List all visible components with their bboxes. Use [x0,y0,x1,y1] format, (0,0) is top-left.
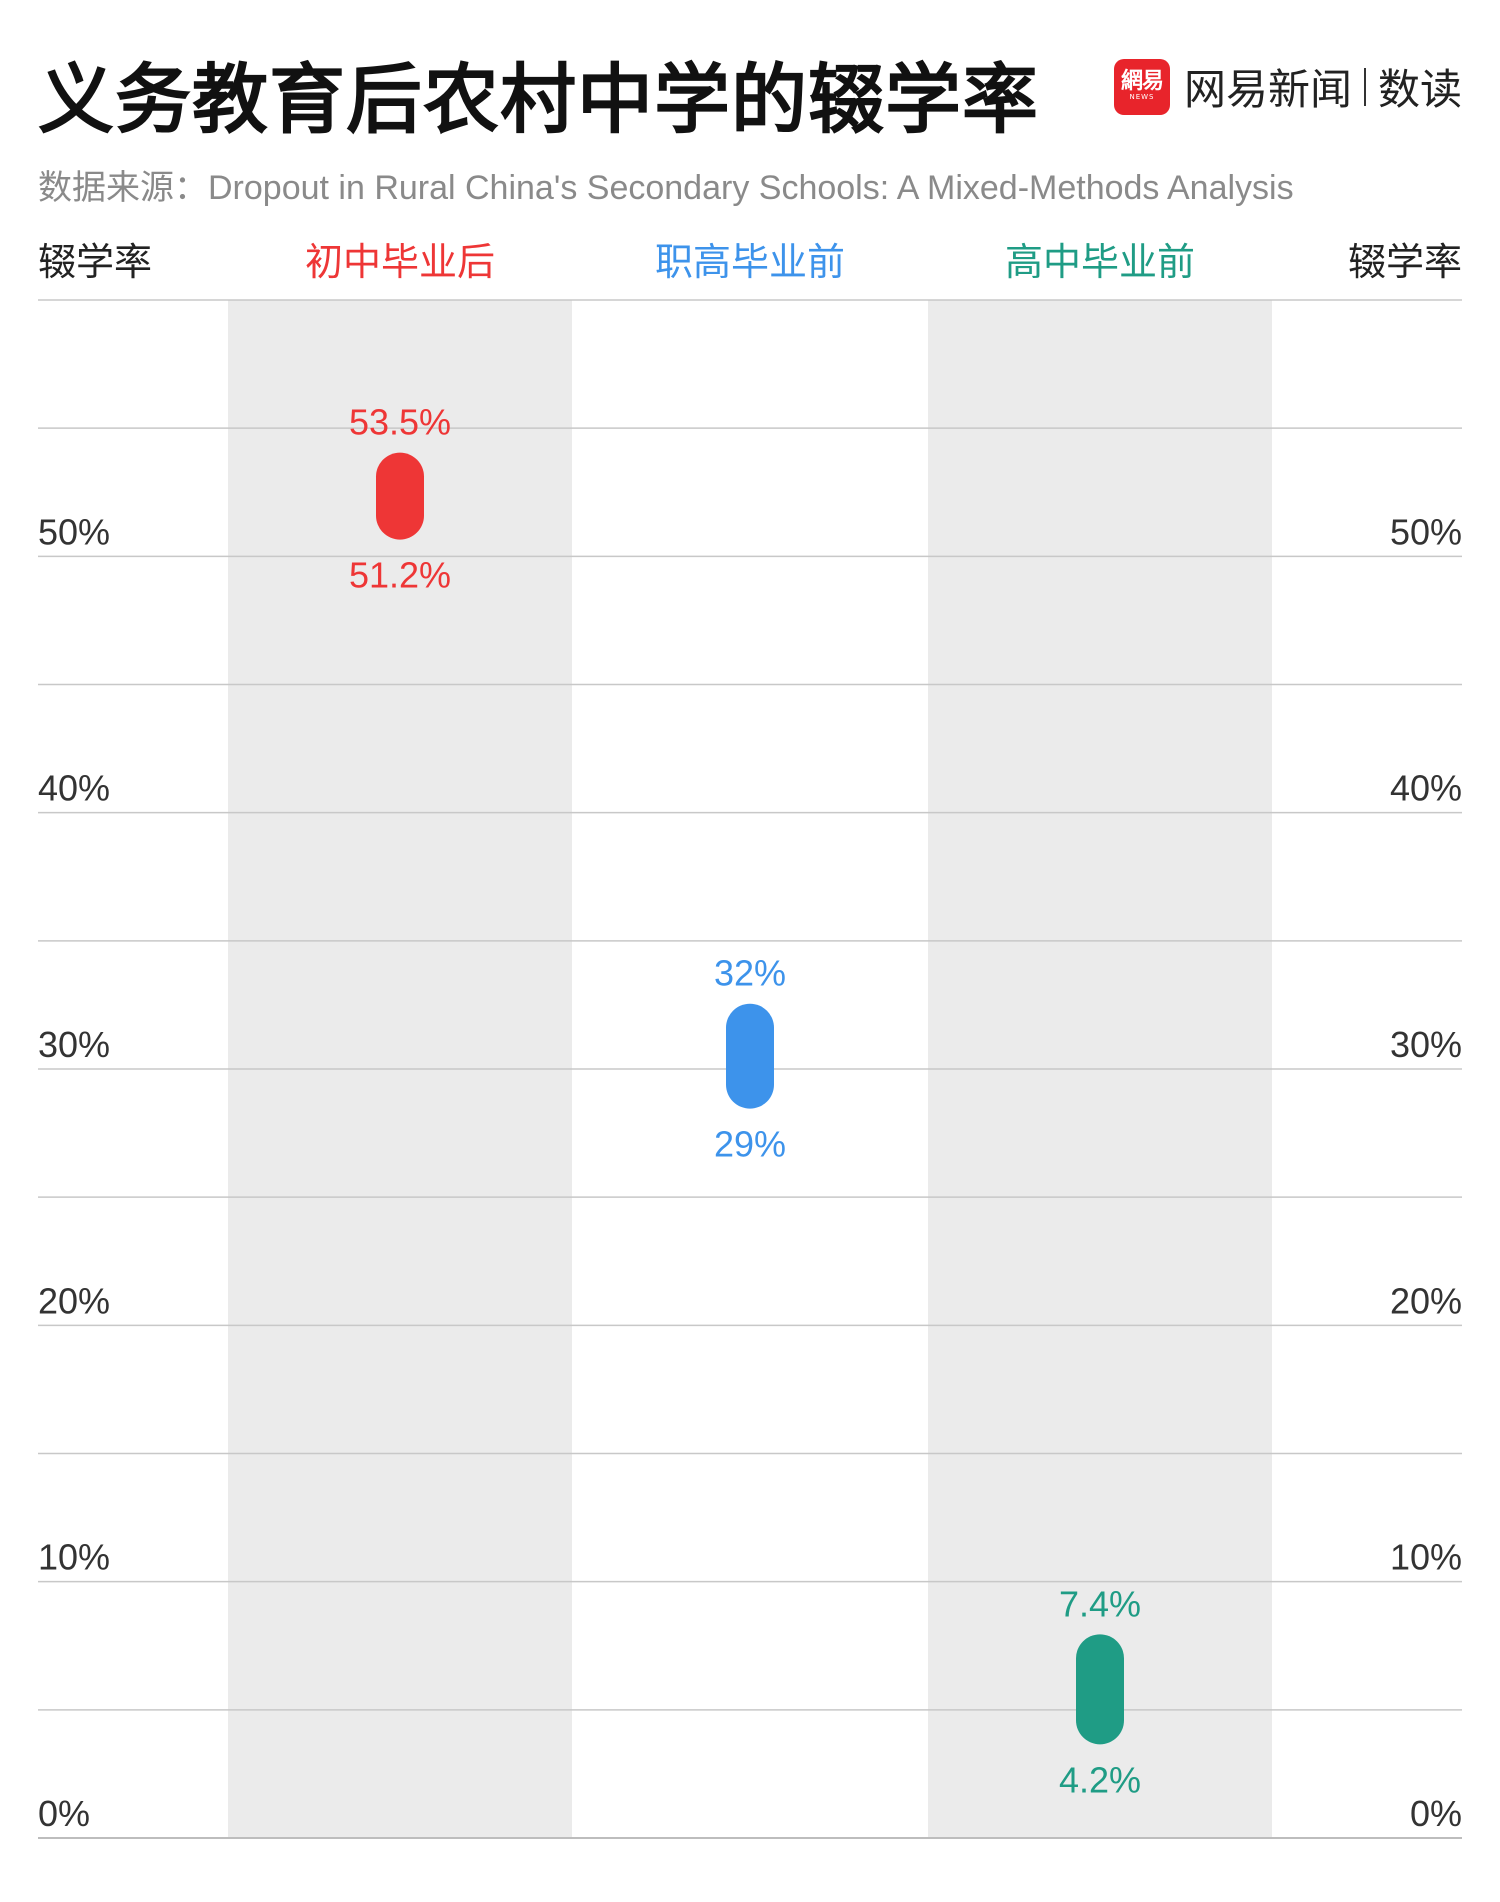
range-high-label: 7.4% [1059,1583,1141,1624]
range-low-label: 29% [714,1124,786,1165]
logo-badge-main: 網易 [1120,69,1164,94]
y-tick-label-left: 10% [38,1537,110,1578]
brand-divider [1363,67,1366,106]
y-tick-label-left: 30% [38,1024,110,1065]
y-tick-label-right: 40% [1390,768,1462,809]
y-axis-label-right: 辍学率 [1348,240,1462,284]
range-low-label: 4.2% [1059,1759,1141,1800]
y-tick-label-left: 50% [38,511,110,552]
brand-name: 网易新闻 [1183,65,1352,114]
y-tick-label-right: 50% [1390,511,1462,552]
y-tick-label-right: 20% [1390,1280,1462,1321]
netease-news-icon: 網易 NEWS [1113,58,1170,115]
y-tick-label-right: 10% [1390,1537,1462,1578]
range-marker [376,452,424,540]
data-source: 数据来源：Dropout in Rural China's Secondary … [38,169,1294,207]
range-marker [1076,1634,1124,1745]
range-marker [726,1003,774,1109]
y-tick-label-right: 30% [1390,1024,1462,1065]
brand-logo: 網易 NEWS 网易新闻 数读 [1113,56,1462,117]
category-label: 初中毕业后 [305,240,495,284]
page-title: 义务教育后农村中学的辍学率 [38,55,1039,144]
y-axis-label-left: 辍学率 [38,240,152,284]
range-high-label: 53.5% [349,402,451,443]
y-tick-label-right: 0% [1410,1793,1462,1834]
logo-badge-sub: NEWS [1129,93,1155,101]
y-tick-label-left: 20% [38,1280,110,1321]
category-label: 高中毕业前 [1005,240,1195,284]
category-label: 职高毕业前 [655,240,845,284]
range-high-label: 32% [714,953,786,994]
y-tick-label-left: 40% [38,768,110,809]
y-tick-label-left: 0% [38,1793,90,1834]
brand-section: 数读 [1377,65,1462,114]
range-low-label: 51.2% [349,555,451,596]
